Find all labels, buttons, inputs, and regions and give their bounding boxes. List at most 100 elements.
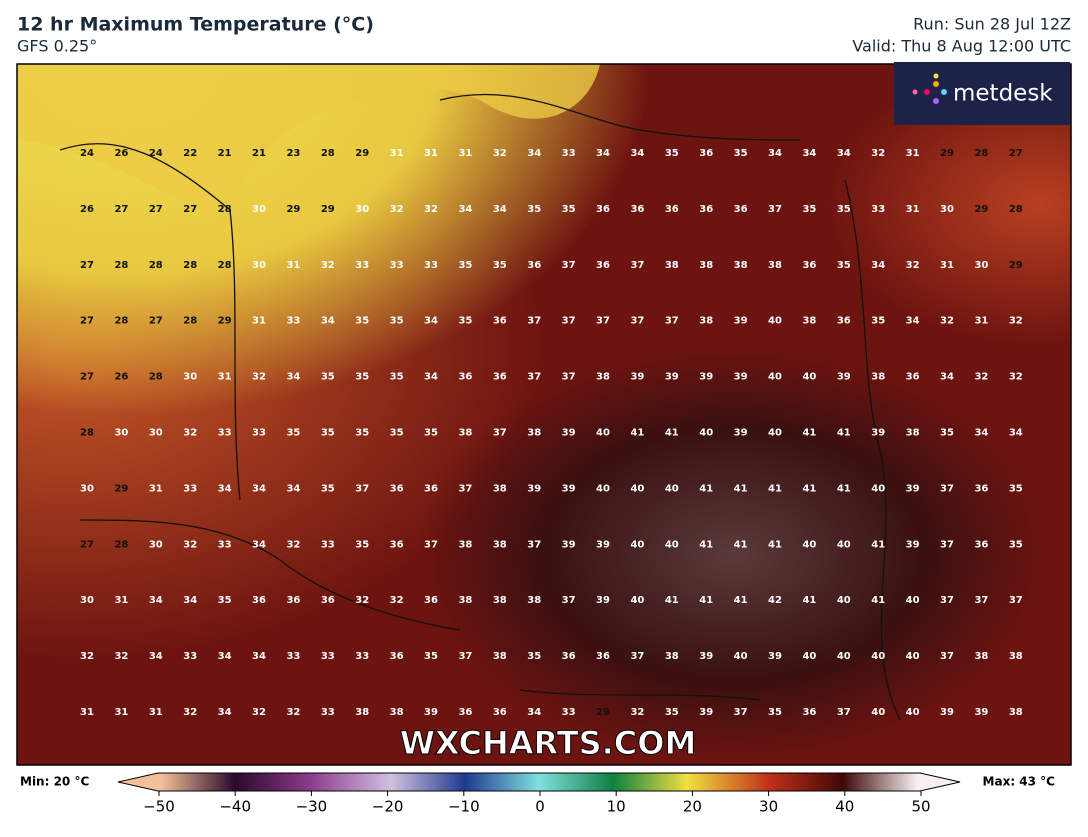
grid-value: 37 xyxy=(458,483,472,494)
grid-value: 32 xyxy=(424,204,438,215)
grid-value: 28 xyxy=(149,260,163,271)
grid-value: 38 xyxy=(458,428,472,439)
grid-value: 39 xyxy=(906,539,920,550)
grid-value: 37 xyxy=(562,260,576,271)
grid-value: 35 xyxy=(321,428,335,439)
grid-value: 41 xyxy=(665,428,679,439)
grid-value: 40 xyxy=(630,483,644,494)
grid-value: 41 xyxy=(871,595,885,606)
grid-value: 32 xyxy=(114,651,128,662)
grid-value: 27 xyxy=(80,539,94,550)
grid-value: 32 xyxy=(906,260,920,271)
colorbar-tick-label: −10 xyxy=(448,798,480,816)
grid-value: 28 xyxy=(218,260,232,271)
grid-value: 24 xyxy=(80,148,94,159)
grid-value: 34 xyxy=(218,651,232,662)
grid-value: 30 xyxy=(149,428,163,439)
grid-value: 40 xyxy=(699,428,713,439)
grid-value: 32 xyxy=(80,651,94,662)
grid-value: 35 xyxy=(218,595,232,606)
grid-value: 34 xyxy=(940,372,954,383)
grid-value: 33 xyxy=(321,651,335,662)
grid-value: 33 xyxy=(355,651,369,662)
grid-value: 28 xyxy=(1009,204,1023,215)
grid-value: 32 xyxy=(630,707,644,718)
grid-value: 35 xyxy=(390,316,404,327)
grid-value: 33 xyxy=(183,483,197,494)
grid-value: 34 xyxy=(493,204,507,215)
grid-value: 35 xyxy=(871,316,885,327)
title: 12 hr Maximum Temperature (°C) xyxy=(17,14,374,36)
grid-value: 37 xyxy=(355,483,369,494)
grid-value: 35 xyxy=(493,260,507,271)
grid-value: 37 xyxy=(630,651,644,662)
grid-value: 28 xyxy=(183,316,197,327)
grid-value: 39 xyxy=(424,707,438,718)
grid-value: 38 xyxy=(1009,651,1023,662)
grid-value: 34 xyxy=(527,148,541,159)
grid-value: 36 xyxy=(493,316,507,327)
grid-value: 36 xyxy=(390,539,404,550)
grid-value: 30 xyxy=(183,372,197,383)
run-time: Run: Sun 28 Jul 12Z xyxy=(913,15,1071,34)
grid-value: 28 xyxy=(218,204,232,215)
grid-value: 38 xyxy=(768,260,782,271)
logo-icon xyxy=(912,73,947,104)
grid-value: 40 xyxy=(871,707,885,718)
grid-value: 22 xyxy=(183,148,197,159)
grid-value: 40 xyxy=(665,483,679,494)
grid-value: 34 xyxy=(149,595,163,606)
grid-value: 39 xyxy=(768,651,782,662)
grid-value: 29 xyxy=(974,204,988,215)
grid-value: 34 xyxy=(252,483,266,494)
grid-value: 40 xyxy=(837,595,851,606)
grid-value: 34 xyxy=(321,316,335,327)
grid-value: 35 xyxy=(837,204,851,215)
grid-value: 32 xyxy=(183,428,197,439)
grid-value: 41 xyxy=(768,539,782,550)
grid-value: 35 xyxy=(424,428,438,439)
grid-value: 34 xyxy=(183,595,197,606)
grid-value: 38 xyxy=(390,707,404,718)
grid-value: 34 xyxy=(458,204,472,215)
grid-value: 33 xyxy=(183,651,197,662)
grid-value: 31 xyxy=(424,148,438,159)
grid-value: 31 xyxy=(252,316,266,327)
grid-value: 33 xyxy=(390,260,404,271)
grid-value: 32 xyxy=(390,595,404,606)
grid-value: 40 xyxy=(802,651,816,662)
grid-value: 37 xyxy=(940,539,954,550)
grid-value: 37 xyxy=(665,316,679,327)
grid-value: 39 xyxy=(562,428,576,439)
grid-value: 34 xyxy=(424,316,438,327)
grid-value: 36 xyxy=(596,260,610,271)
grid-value: 31 xyxy=(218,372,232,383)
grid-value: 36 xyxy=(665,204,679,215)
grid-value: 34 xyxy=(974,428,988,439)
grid-value: 35 xyxy=(527,651,541,662)
grid-value: 39 xyxy=(734,316,748,327)
grid-value: 39 xyxy=(974,707,988,718)
grid-value: 36 xyxy=(802,707,816,718)
grid-value: 37 xyxy=(974,595,988,606)
grid-value: 40 xyxy=(630,539,644,550)
grid-value: 39 xyxy=(837,372,851,383)
grid-value: 37 xyxy=(527,316,541,327)
grid-value: 38 xyxy=(493,483,507,494)
colorbar-tick-label: 30 xyxy=(759,798,778,816)
grid-value: 27 xyxy=(1009,148,1023,159)
grid-value: 35 xyxy=(802,204,816,215)
grid-value: 31 xyxy=(80,707,94,718)
grid-value: 35 xyxy=(837,260,851,271)
grid-value: 39 xyxy=(699,707,713,718)
grid-value: 32 xyxy=(974,372,988,383)
grid-value: 34 xyxy=(837,148,851,159)
grid-value: 29 xyxy=(286,204,300,215)
grid-value: 38 xyxy=(527,428,541,439)
grid-value: 40 xyxy=(768,372,782,383)
grid-value: 37 xyxy=(458,651,472,662)
grid-value: 41 xyxy=(802,595,816,606)
grid-value: 33 xyxy=(321,707,335,718)
grid-value: 29 xyxy=(114,483,128,494)
